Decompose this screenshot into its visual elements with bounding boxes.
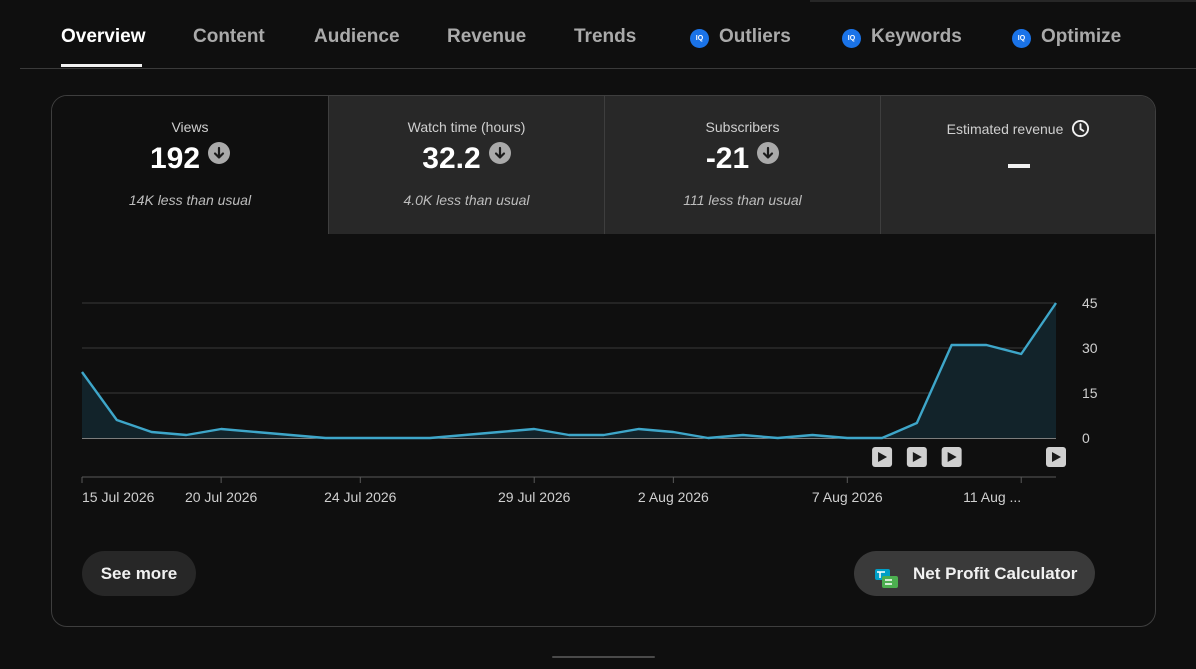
arrow-down-icon [488,142,511,164]
metric-comparison: 111 less than usual [683,192,802,208]
chart-area-fill [82,303,1056,438]
tab-trends[interactable]: Trends [574,26,637,47]
x-tick-label: 11 Aug ... [963,489,1021,505]
x-tick-label: 29 Jul 2026 [498,489,571,505]
tab-optimize-label: Optimize [1041,26,1122,47]
net-profit-calculator-label: Net Profit Calculator [913,564,1078,583]
metric-comparison: 4.0K less than usual [403,192,530,208]
active-tab-indicator [61,64,142,67]
metric-label: Views [171,119,209,135]
metric-card-views[interactable]: Views 192 14K less than usual [52,96,328,234]
y-tick-label: 30 [1082,340,1098,356]
y-tick-label: 45 [1082,295,1098,311]
tab-outliers[interactable]: IQ Outliers [690,26,791,48]
metric-card-watch-time[interactable]: Watch time (hours) 32.2 4.0K less than u… [328,96,604,234]
metric-comparison: 14K less than usual [128,192,252,208]
play-icon [878,452,888,462]
iq-badge-icon: IQ [1012,29,1031,48]
iq-badge-icon: IQ [690,29,709,48]
tab-content[interactable]: Content [193,26,265,47]
metric-value: 192 [52,142,328,176]
x-tick-label: 20 Jul 2026 [185,489,258,505]
top-edge-line [810,0,1196,2]
tubebuddy-logo-icon [874,562,900,607]
arrow-down-icon [208,142,231,164]
tab-optimize[interactable]: IQ Optimize [1012,26,1121,48]
net-profit-calculator-button[interactable]: Net Profit Calculator [854,551,1095,596]
metric-label: Estimated revenue [881,119,1155,141]
metric-value: 32.2 [329,142,604,176]
x-tick-label: 15 Jul 2026 [82,489,155,505]
tab-keywords[interactable]: IQ Keywords [842,26,962,48]
see-more-button[interactable]: See more [82,551,196,596]
metric-label: Subscribers [705,119,780,135]
x-tick-label: 24 Jul 2026 [324,489,397,505]
tab-keywords-label: Keywords [871,26,962,47]
y-tick-label: 0 [1082,430,1090,446]
tab-audience[interactable]: Audience [314,26,400,47]
metric-card-estimated-revenue[interactable]: Estimated revenue [880,96,1155,234]
chart-series-line [81,302,1057,440]
tab-outliers-label: Outliers [719,26,791,47]
x-tick-label: 2 Aug 2026 [638,489,709,505]
play-icon [947,452,957,462]
metric-label: Watch time (hours) [407,119,526,135]
play-icon [912,452,922,462]
metric-card-subscribers[interactable]: Subscribers -21 111 less than usual [604,96,880,234]
arrow-down-icon [757,142,780,164]
y-tick-label: 15 [1082,385,1098,401]
clock-icon [1071,119,1090,141]
analytics-tab-bar: Overview Content Audience Revenue Trends… [20,0,1196,69]
x-tick-label: 7 Aug 2026 [812,489,883,505]
play-icon [1052,452,1061,462]
metric-value [881,142,1155,176]
iq-badge-icon: IQ [842,29,861,48]
no-data-dash [1007,164,1030,168]
tab-overview[interactable]: Overview [61,26,146,47]
metric-value: -21 [605,142,880,176]
scroll-handle [552,656,655,658]
tab-revenue[interactable]: Revenue [447,26,527,47]
